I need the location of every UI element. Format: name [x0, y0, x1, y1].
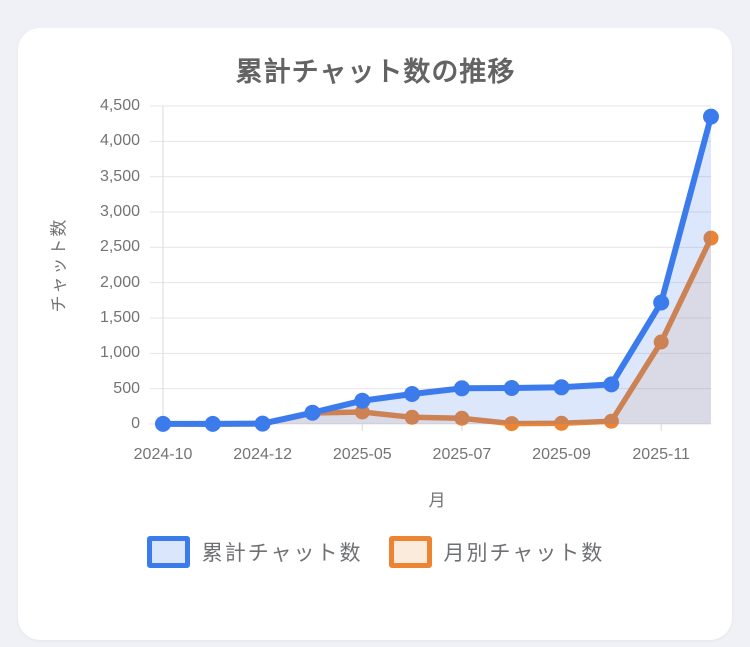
chart-card: [18, 28, 732, 640]
data-point-monthly[interactable]: [454, 410, 470, 426]
x-tick-label: 2025-11: [632, 446, 690, 463]
y-tick-label: 4,500: [99, 97, 140, 114]
data-point-monthly[interactable]: [653, 334, 669, 350]
area-fill-cumulative: [163, 116, 711, 424]
y-tick-label: 1,500: [99, 309, 140, 326]
data-point-monthly[interactable]: [404, 409, 420, 425]
data-point-cumulative[interactable]: [703, 108, 719, 125]
y-tick-label: 3,000: [99, 203, 140, 220]
line-cumulative: [160, 113, 714, 427]
data-point-cumulative[interactable]: [603, 376, 620, 393]
data-point-cumulative[interactable]: [354, 392, 371, 409]
y-tick-label: 500: [113, 379, 140, 397]
data-point-cumulative[interactable]: [304, 404, 321, 421]
x-tick-label: 2024-10: [133, 446, 193, 463]
legend-swatch-cumulative: [146, 536, 190, 568]
x-tick-label: 2025-07: [432, 446, 492, 463]
y-tick-label: 2,500: [99, 238, 140, 256]
y-tick-label: 0: [131, 415, 140, 432]
x-tick-label: 2025-09: [532, 446, 591, 463]
data-point-monthly[interactable]: [354, 404, 370, 420]
y-tick-label: 2,000: [99, 273, 140, 291]
data-point-cumulative[interactable]: [155, 415, 171, 432]
data-point-monthly[interactable]: [603, 413, 619, 429]
data-point-cumulative[interactable]: [404, 386, 421, 402]
x-tick-label: 2025-05: [332, 446, 392, 463]
data-point-cumulative[interactable]: [653, 294, 670, 311]
data-point-cumulative[interactable]: [553, 379, 570, 396]
data-point-monthly[interactable]: [703, 230, 719, 246]
legend-swatch-monthly: [388, 536, 432, 568]
y-tick-label: 4,000: [99, 132, 140, 150]
legend-item-cumulative[interactable]: 累計チャット数: [146, 536, 363, 568]
legend-label-monthly: 月別チャット数: [443, 542, 605, 565]
y-axis-title: チャット数: [49, 217, 69, 313]
x-axis-title: 月: [428, 491, 446, 510]
y-tick-label: 3,500: [99, 167, 140, 185]
legend: 累計チャット数 月別チャット数: [0, 536, 750, 568]
legend-label-cumulative: 累計チャット数: [201, 542, 363, 565]
data-point-monthly[interactable]: [554, 415, 569, 431]
x-tick-label: 2024-12: [233, 446, 292, 463]
data-point-cumulative[interactable]: [503, 380, 520, 396]
area-fill-monthly: [163, 238, 711, 424]
data-point-cumulative[interactable]: [254, 415, 271, 432]
data-point-cumulative[interactable]: [453, 380, 470, 397]
y-tick-label: 1,000: [99, 344, 140, 362]
data-point-cumulative[interactable]: [204, 415, 221, 432]
data-point-monthly[interactable]: [504, 416, 520, 432]
chart-title: 累計チャット数の推移: [235, 57, 516, 87]
legend-item-monthly[interactable]: 月別チャット数: [388, 536, 605, 568]
